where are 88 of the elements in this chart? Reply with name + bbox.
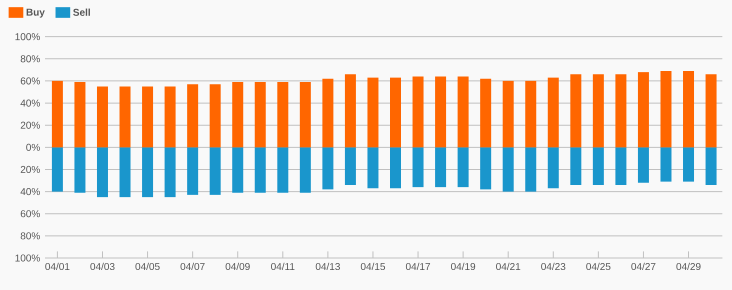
bar: [480, 147, 492, 190]
bar: [52, 80, 63, 148]
bar: [142, 147, 154, 198]
x-tick-label: 04/03: [90, 262, 115, 270]
y-tick-label: 0%: [26, 144, 40, 151]
bar: [210, 147, 221, 195]
bar: [390, 147, 401, 188]
y-tick-label: 60%: [20, 210, 40, 218]
bar: [120, 86, 131, 148]
bar: [615, 74, 626, 148]
bar: [344, 74, 356, 148]
bar: [254, 147, 266, 193]
x-tick-label: 04/15: [360, 262, 386, 270]
bar: [52, 147, 63, 192]
bar: [706, 74, 717, 148]
bar: [74, 82, 86, 148]
bar: [548, 147, 559, 188]
bar: [96, 147, 108, 198]
x-tick-label: 04/25: [586, 262, 610, 270]
bar: [322, 78, 334, 148]
y-tick-label: 100%: [15, 33, 40, 40]
x-tick-label: 04/29: [676, 262, 701, 270]
y-tick-label: 80%: [20, 232, 40, 240]
bar: [412, 147, 424, 188]
bar: [458, 76, 469, 148]
bar: [344, 147, 356, 185]
bar: [435, 76, 446, 148]
x-tick-label: 04/05: [135, 262, 160, 270]
bar: [412, 76, 424, 148]
x-tick-label: 04/21: [496, 262, 520, 270]
bar: [638, 72, 649, 148]
x-tick-label: 04/09: [226, 262, 250, 270]
bar: [74, 147, 86, 193]
bar: [232, 147, 244, 193]
bar: [660, 70, 672, 148]
x-tick-label: 04/19: [451, 262, 476, 270]
bar: [615, 147, 626, 185]
bar: [367, 78, 378, 148]
y-tick-label: 40%: [20, 188, 40, 196]
bar: [120, 147, 131, 198]
bar: [638, 147, 649, 183]
bar: [502, 147, 514, 192]
bar: [367, 147, 378, 188]
legend-label: Buy: [26, 8, 45, 18]
bar: [187, 147, 198, 195]
bar: [300, 147, 311, 193]
bar: [592, 74, 604, 148]
x-tick-label: 04/23: [541, 262, 566, 270]
bar: [548, 78, 559, 148]
bar: [277, 147, 288, 193]
bar: [480, 78, 492, 148]
bar: [525, 80, 536, 148]
bar: [706, 147, 717, 185]
x-tick-label: 04/13: [316, 262, 340, 270]
bar: [390, 78, 401, 148]
x-tick-label: 04/01: [45, 262, 70, 270]
x-tick-label: 04/17: [406, 262, 430, 270]
x-tick-label: 04/11: [271, 262, 294, 270]
bar: [96, 86, 108, 148]
bar: [592, 147, 604, 185]
bar: [502, 80, 514, 148]
y-tick-label: 80%: [20, 55, 40, 62]
bar: [277, 82, 288, 148]
bar: [660, 147, 672, 182]
y-tick-label: 40%: [20, 100, 40, 107]
bar: [570, 147, 582, 185]
bar: [683, 70, 694, 148]
bar: [525, 147, 536, 192]
x-tick-label: 04/27: [631, 262, 656, 270]
y-tick-label: 20%: [20, 122, 40, 129]
bar: [435, 147, 446, 188]
bar: [164, 86, 176, 148]
y-tick-label: 20%: [20, 166, 40, 174]
bar: [683, 147, 694, 182]
legend-label: Sell: [73, 8, 90, 16]
bar: [300, 82, 311, 148]
bar: [254, 82, 266, 148]
bar: [210, 84, 221, 148]
bar: [187, 84, 198, 148]
bar: [142, 86, 154, 148]
bar: [322, 147, 334, 190]
y-tick-label: 100%: [15, 254, 40, 262]
y-tick-label: 60%: [20, 77, 40, 84]
bar: [458, 147, 469, 188]
bar: [570, 74, 582, 148]
x-tick-label: 04/07: [180, 262, 205, 270]
bar: [232, 82, 244, 148]
bar: [164, 147, 176, 198]
